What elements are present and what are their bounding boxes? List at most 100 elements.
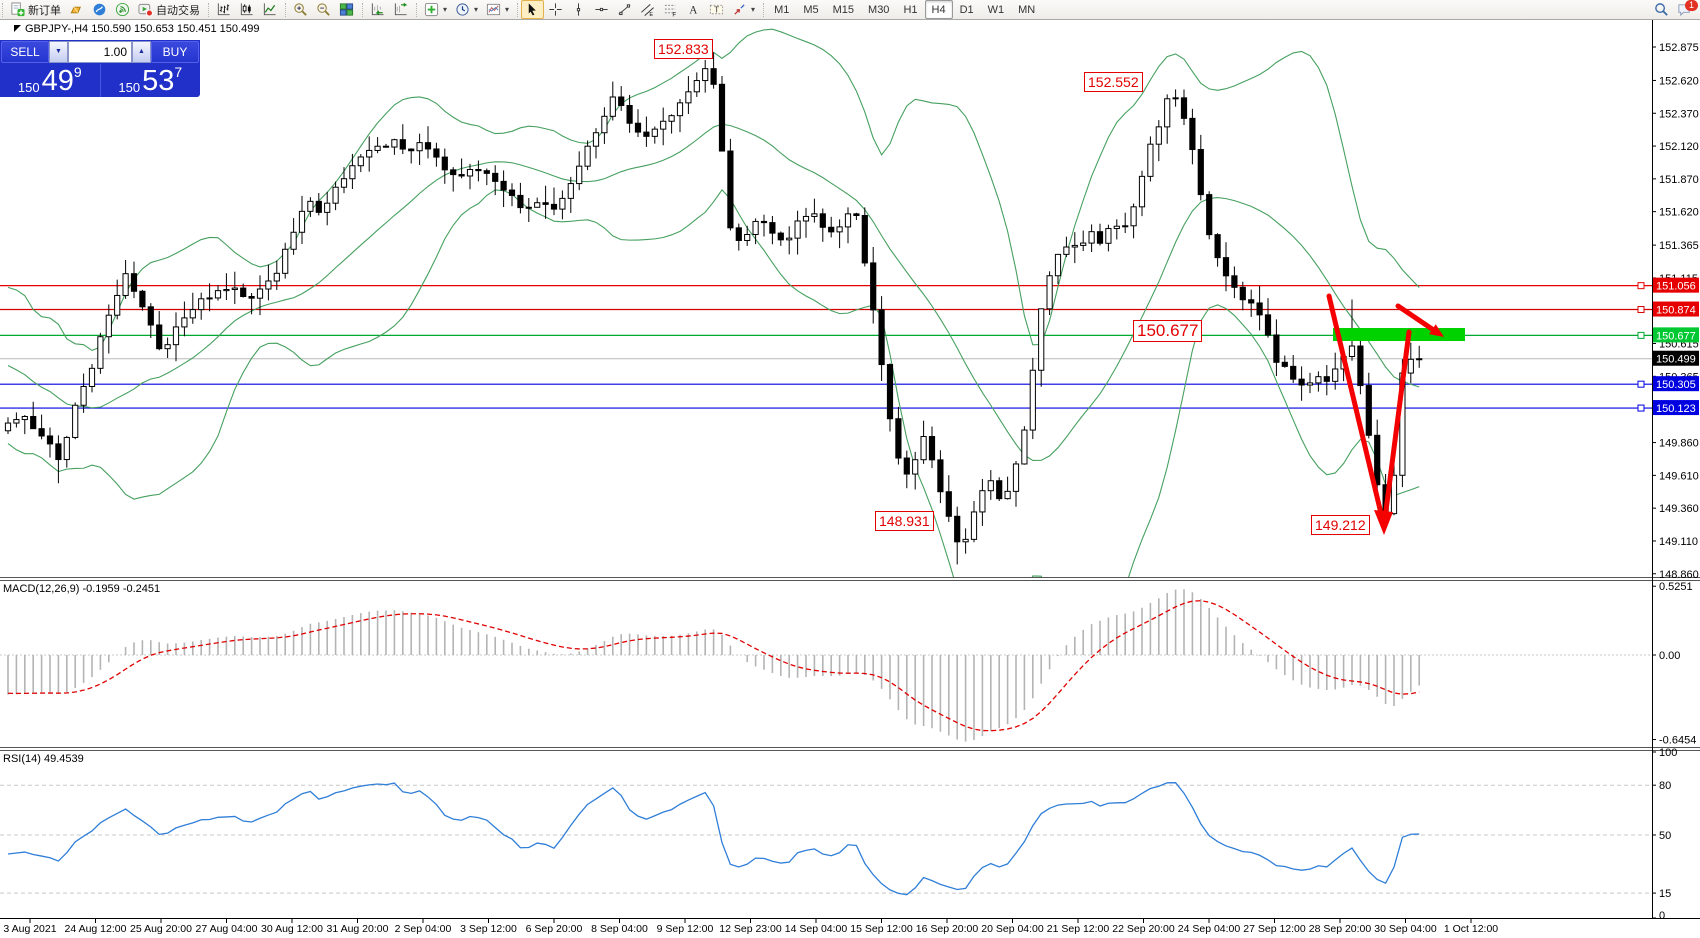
chart-shift-icon: [393, 2, 408, 17]
new-order-button[interactable]: 新订单: [6, 0, 65, 19]
line-chart-icon: [262, 2, 277, 17]
timeframe-m1-button[interactable]: M1: [774, 3, 790, 16]
buy-price-prefix: 150: [118, 80, 141, 95]
auto-scroll-button[interactable]: [366, 0, 389, 19]
text-icon: A: [686, 2, 701, 17]
candle: [1021, 429, 1028, 465]
timeframe-h4-button[interactable]: H4: [924, 0, 953, 19]
timeframe-w1-button[interactable]: W1: [987, 3, 1005, 16]
candle: [1189, 117, 1196, 151]
indicators-icon: [424, 2, 439, 17]
zoom-in-button[interactable]: [289, 0, 312, 19]
arrows-button[interactable]: ▾: [728, 0, 759, 19]
buy-price[interactable]: 150 53 7: [101, 64, 201, 97]
green-resistance-box[interactable]: [1333, 328, 1465, 341]
search-icon: [1654, 2, 1669, 17]
candle: [987, 480, 994, 492]
candle: [441, 156, 448, 171]
trendline-button[interactable]: [613, 0, 636, 19]
periods-button[interactable]: ▾: [451, 0, 482, 19]
buy-button[interactable]: BUY: [151, 41, 199, 63]
sell-price[interactable]: 150 49 9: [0, 64, 101, 97]
templates-button[interactable]: ▾: [482, 0, 513, 19]
price-annotation-label[interactable]: 149.212: [1311, 515, 1370, 535]
line-chart-button[interactable]: [258, 0, 281, 19]
candle: [517, 194, 524, 209]
rsi-tick-label: 50: [1659, 830, 1671, 842]
tile-windows-button[interactable]: [335, 0, 358, 19]
toolbar-group: 新订单 自动交易: [0, 0, 206, 19]
arrows-icon: [732, 2, 747, 17]
candle: [1164, 98, 1171, 128]
volume-input[interactable]: 1.00: [68, 41, 132, 63]
time-tick-label: 22 Sep 20:00: [1112, 923, 1175, 935]
signals-button[interactable]: [111, 0, 134, 19]
price-annotation-label[interactable]: 150.677: [1133, 320, 1203, 342]
indicators-button[interactable]: ▾: [420, 0, 451, 19]
notification-badge: 1: [1685, 0, 1698, 11]
cursor-button[interactable]: [521, 0, 545, 19]
vertical-line-icon: [571, 2, 586, 17]
price-annotation-label[interactable]: 152.833: [654, 39, 713, 59]
price-annotation-label[interactable]: 152.552: [1084, 72, 1143, 92]
community-button[interactable]: [88, 0, 111, 19]
zoom-out-button[interactable]: [312, 0, 335, 19]
candle: [1046, 275, 1053, 310]
red-arrow-annotation[interactable]: [1395, 303, 1440, 336]
search-button[interactable]: [1650, 0, 1673, 19]
candle: [601, 115, 608, 134]
timeframe-h1-button[interactable]: H1: [903, 3, 918, 16]
timeframe-mn-button[interactable]: MN: [1018, 3, 1036, 16]
horizontal-line-button[interactable]: [590, 0, 613, 19]
candle: [1248, 299, 1255, 304]
price-level-label: 151.056: [1656, 281, 1696, 293]
chart-shift-button[interactable]: [389, 0, 412, 19]
svg-text:T: T: [714, 4, 719, 14]
fibonacci-button[interactable]: F: [659, 0, 682, 19]
vertical-line-button[interactable]: [567, 0, 590, 19]
time-tick-label: 25 Aug 20:00: [130, 923, 192, 935]
candlestick-chart-button[interactable]: [235, 0, 258, 19]
rsi-label: RSI(14) 49.4539: [3, 753, 84, 765]
text-button[interactable]: A: [682, 0, 705, 19]
autotrading-button[interactable]: 自动交易: [134, 0, 204, 19]
candle: [693, 80, 700, 93]
sell-button[interactable]: SELL: [1, 41, 49, 63]
candle: [870, 262, 877, 311]
candle: [1206, 194, 1213, 236]
timeframe-d1-button[interactable]: D1: [959, 3, 974, 16]
volume-increase-button[interactable]: ▲: [132, 41, 151, 63]
bar-chart-button[interactable]: [212, 0, 235, 19]
community-icon: [92, 2, 107, 17]
toolbar-group: [206, 0, 283, 19]
candle: [1306, 382, 1314, 386]
equidistant-channel-button[interactable]: E: [636, 0, 659, 19]
candle: [80, 385, 87, 406]
notifications-button[interactable]: 1: [1673, 0, 1698, 19]
volume-decrease-button[interactable]: ▼: [49, 41, 68, 63]
time-tick-label: 6 Sep 20:00: [526, 923, 583, 935]
candle: [769, 222, 776, 234]
buy-price-big: 53: [142, 65, 175, 97]
candle: [366, 149, 373, 158]
text-label-button[interactable]: T: [705, 0, 728, 19]
candle: [1332, 368, 1339, 382]
crosshair-button[interactable]: [544, 0, 567, 19]
chevron-down-icon: ▾: [474, 5, 479, 14]
gold-ingot-button[interactable]: [65, 0, 88, 19]
candle: [466, 168, 474, 177]
timeframe-m30-button[interactable]: M30: [868, 3, 890, 16]
price-annotation-label[interactable]: 148.931: [875, 511, 934, 531]
bollinger-band-line: [7, 28, 1420, 352]
candle: [72, 404, 79, 438]
candle: [1155, 126, 1162, 145]
candle: [147, 306, 154, 326]
timeframe-m5-button[interactable]: M5: [803, 3, 819, 16]
candle: [164, 344, 171, 350]
text-label-icon: T: [709, 2, 724, 17]
price-level-label: 150.123: [1656, 403, 1696, 415]
candle: [676, 102, 684, 117]
timeframe-m15-button[interactable]: M15: [832, 3, 855, 16]
candle: [248, 296, 255, 299]
